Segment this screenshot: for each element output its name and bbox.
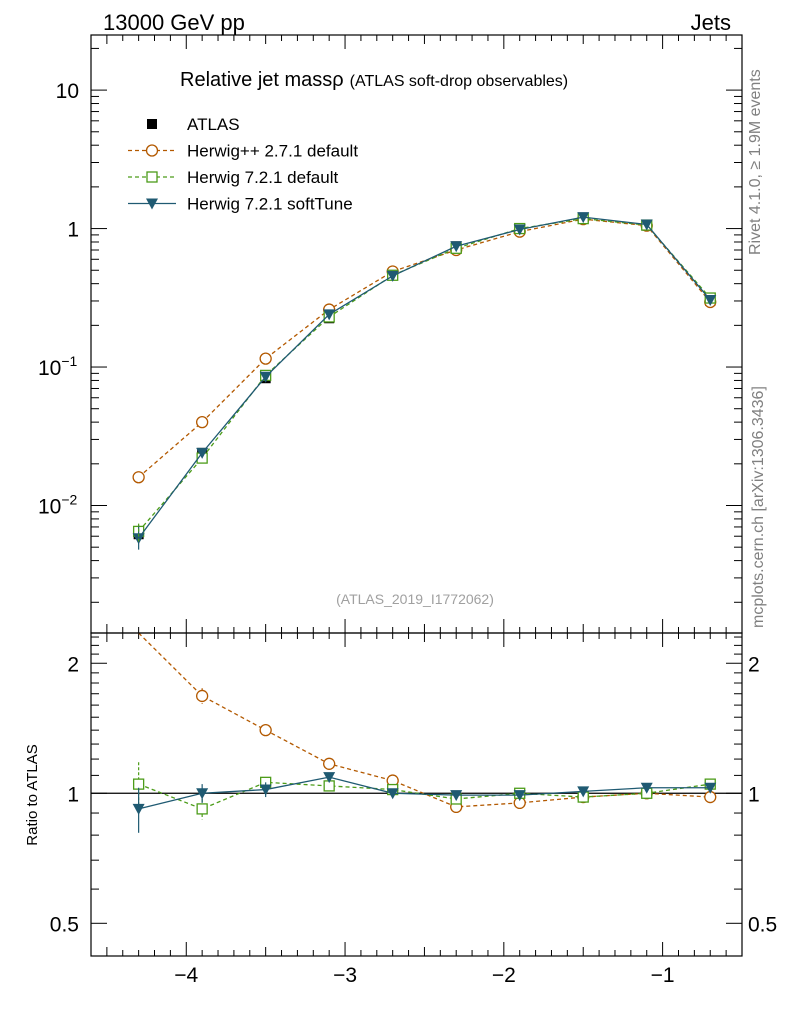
data-point xyxy=(577,212,590,224)
data-point xyxy=(640,219,653,231)
ratio-line-2 xyxy=(138,781,711,810)
ratio-y-tick-label: 1 xyxy=(748,783,760,806)
ratio-line-1 xyxy=(138,632,711,808)
chart-subtitle: (ATLAS soft-drop observables) xyxy=(350,73,568,90)
legend-label: Herwig 7.2.1 default xyxy=(187,168,338,187)
data-point xyxy=(513,224,526,236)
y-tick-label: 10−2 xyxy=(38,491,78,518)
data-point xyxy=(196,447,209,459)
ratio-point xyxy=(259,784,272,796)
ratio-frame xyxy=(90,632,743,957)
source-label: mcplots.cern.ch [arXiv:1306.3436] xyxy=(750,386,767,628)
chart-title: Relative jet massρ (ATLAS soft-drop obser… xyxy=(180,69,568,91)
ratio-y-tick-label: 2 xyxy=(67,653,79,676)
data-point xyxy=(704,294,717,306)
legend-label: Herwig++ 2.7.1 default xyxy=(187,142,358,161)
y-tick-label: 1 xyxy=(67,219,79,242)
axis-ticks: −4 −3 −2 −1 10−2 10−1 1 10 0.5 0.5 1 1 2 2 xyxy=(38,35,777,987)
ratio-point xyxy=(450,790,463,802)
ratio-point xyxy=(513,790,526,802)
legend-marker xyxy=(146,171,158,183)
data-point xyxy=(259,352,272,365)
x-tick-label: −4 xyxy=(174,964,198,987)
y-tick-label: 10 xyxy=(56,80,79,103)
x-tick-label: −1 xyxy=(651,964,675,987)
ratio-point xyxy=(704,782,717,794)
ratio-ylabel: Ratio to ATLAS xyxy=(24,744,41,845)
ratio-point xyxy=(196,788,209,800)
ratio-y-tick-label: 2 xyxy=(748,653,760,676)
series-line-2 xyxy=(138,217,711,532)
ratio-series xyxy=(132,632,717,833)
data-point xyxy=(259,371,272,383)
data-point xyxy=(132,471,145,484)
ratio-point xyxy=(577,786,590,798)
rivet-label: Rivet 4.1.0, ≥ 1.9M events xyxy=(747,69,764,255)
ratio-y-tick-label: 0.5 xyxy=(748,913,777,936)
main-series xyxy=(132,212,717,550)
ratio-point xyxy=(259,724,272,737)
x-tick-label: −3 xyxy=(333,964,357,987)
data-point xyxy=(323,309,336,321)
ratio-y-tick-label: 0.5 xyxy=(50,913,79,936)
ratio-point xyxy=(195,689,209,703)
analysis-id: (ATLAS_2019_I1772062) xyxy=(336,591,494,607)
ratio-line-3 xyxy=(138,776,711,810)
process-label: Jets xyxy=(691,10,731,35)
data-point xyxy=(386,270,399,282)
data-point xyxy=(450,241,463,253)
chart-title-main: Relative jet massρ xyxy=(180,69,344,91)
legend-label: Herwig 7.2.1 softTune xyxy=(187,195,353,214)
ratio-point xyxy=(132,778,145,790)
y-tick-label: 10−1 xyxy=(38,353,78,380)
ratio-point xyxy=(640,782,653,794)
ratio-point xyxy=(323,772,336,784)
data-point xyxy=(195,415,209,429)
ratio-point xyxy=(323,757,336,770)
ratio-point xyxy=(386,788,399,800)
energy-label: 13000 GeV pp xyxy=(103,10,245,35)
legend-marker xyxy=(145,144,159,157)
ratio-point xyxy=(132,803,145,815)
legend-marker xyxy=(146,198,158,210)
legend-label: ATLAS xyxy=(187,115,240,134)
ratio-y-tick-label: 1 xyxy=(67,783,79,806)
series-line-1 xyxy=(138,218,711,478)
ratio-point xyxy=(196,803,208,815)
legend-marker xyxy=(147,119,157,129)
series-line-3 xyxy=(138,216,711,539)
legend: ATLAS Herwig++ 2.7.1 default Herwig 7.2.1 … xyxy=(128,115,358,214)
plot-frames xyxy=(90,34,743,957)
x-tick-label: −2 xyxy=(492,964,516,987)
